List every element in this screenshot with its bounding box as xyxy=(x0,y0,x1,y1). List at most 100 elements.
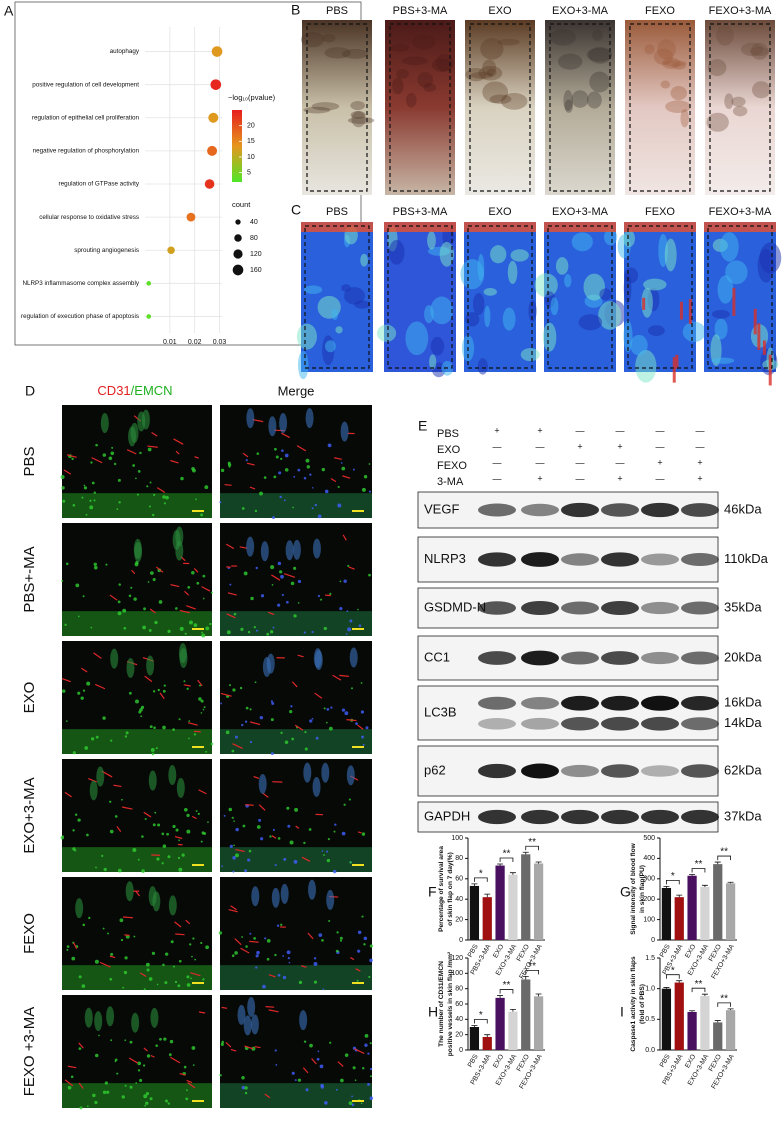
cell-signal xyxy=(368,573,371,577)
cell-signal xyxy=(271,702,275,705)
photo-texture xyxy=(589,71,610,93)
photo-texture xyxy=(465,67,487,82)
vessel-signal xyxy=(265,1005,275,1008)
cell-signal xyxy=(161,862,164,865)
y-tick-label: 80 xyxy=(455,855,463,862)
band xyxy=(601,552,639,567)
cell-signal xyxy=(117,868,122,873)
size-key xyxy=(232,264,244,276)
cell-signal xyxy=(157,823,161,827)
photo-texture xyxy=(482,81,509,104)
band xyxy=(521,601,559,615)
cell-signal xyxy=(193,733,197,736)
y-category-label: sprouting angiogenesis xyxy=(74,247,139,254)
cell-signal xyxy=(258,818,262,822)
cell-signal xyxy=(190,977,192,980)
cell-signal xyxy=(311,717,314,720)
cell-signal xyxy=(102,927,105,930)
vessel-signal xyxy=(357,724,364,730)
vessel-signal xyxy=(91,457,103,464)
tissue-band xyxy=(220,493,372,518)
cell-signal xyxy=(118,501,121,504)
cell-signal xyxy=(269,630,274,634)
cell-signal xyxy=(327,443,332,448)
photo-texture xyxy=(707,59,727,77)
vessel-signal xyxy=(221,1006,228,1009)
cell-signal xyxy=(146,1054,151,1058)
cell-signal xyxy=(303,841,306,845)
band xyxy=(561,695,599,711)
cell-signal xyxy=(151,513,155,517)
cell-signal xyxy=(367,1052,370,1055)
significance-bracket xyxy=(691,987,706,993)
photo-texture xyxy=(489,94,512,104)
cell-signal xyxy=(317,1050,320,1053)
cell-signal xyxy=(235,853,239,858)
cell-signal xyxy=(202,574,206,578)
significance-label: ** xyxy=(720,847,728,858)
cell-signal xyxy=(168,1053,172,1057)
cell-signal xyxy=(129,1085,133,1089)
cell-signal xyxy=(290,705,293,708)
cell-signal xyxy=(244,869,248,873)
band xyxy=(641,695,679,711)
cell-signal xyxy=(255,629,259,632)
flow-texture xyxy=(598,301,622,330)
cell-signal xyxy=(210,591,213,594)
cell-signal xyxy=(337,485,340,489)
follicle xyxy=(133,538,142,559)
cell-signal xyxy=(85,513,88,516)
cell-signal xyxy=(165,1099,168,1103)
cell-signal xyxy=(260,594,265,598)
cell-signal xyxy=(280,923,283,926)
cell-signal xyxy=(289,710,293,714)
y-tick-label: 0.0 xyxy=(645,1047,655,1054)
color-tick-label: 15 xyxy=(247,138,255,145)
row-label: EXO+3-MA xyxy=(21,777,38,853)
follicle xyxy=(148,770,157,791)
vessel-signal xyxy=(179,609,190,614)
cell-signal xyxy=(361,735,365,739)
cell-signal xyxy=(102,453,107,457)
cell-signal xyxy=(256,825,261,829)
cell-signal xyxy=(194,958,197,961)
cell-signal xyxy=(218,931,223,935)
band xyxy=(641,809,679,825)
bar xyxy=(482,897,492,940)
vessel-signal xyxy=(99,961,111,968)
photo-texture xyxy=(300,31,325,48)
y-tick-label: 400 xyxy=(643,855,655,862)
cell-signal xyxy=(326,850,329,853)
treatment-label: 3-MA xyxy=(437,476,464,488)
cell-signal xyxy=(93,491,97,494)
y-tick-label: 120 xyxy=(451,955,463,962)
cell-signal xyxy=(186,829,191,834)
y-category-label: NLRP3 inflammasome complex assembly xyxy=(22,280,139,287)
cell-signal xyxy=(61,835,64,838)
follicle xyxy=(266,653,275,674)
vessel-signal xyxy=(268,1009,279,1013)
flow-texture xyxy=(297,350,309,380)
photo-texture xyxy=(351,111,366,128)
cell-signal xyxy=(326,858,331,863)
bar xyxy=(674,897,684,940)
cell-signal xyxy=(355,722,358,726)
vessel-signal xyxy=(78,1082,84,1089)
vessel-signal xyxy=(232,743,243,749)
vessel-signal xyxy=(198,1011,206,1014)
cell-signal xyxy=(145,1092,150,1096)
cell-signal xyxy=(90,737,95,741)
cell-signal xyxy=(340,462,343,464)
cell-signal xyxy=(326,707,330,711)
significance-label: * xyxy=(671,871,675,882)
cell-signal xyxy=(195,810,198,813)
cell-signal xyxy=(368,463,371,465)
photo-texture xyxy=(417,72,434,88)
vessel-signal xyxy=(334,457,342,460)
treatment-sign: — xyxy=(656,425,665,435)
photo-texture xyxy=(586,91,602,109)
cell-signal xyxy=(149,481,152,484)
vessel-signal xyxy=(170,459,179,464)
cell-signal xyxy=(141,869,145,873)
flow-top xyxy=(464,222,536,232)
